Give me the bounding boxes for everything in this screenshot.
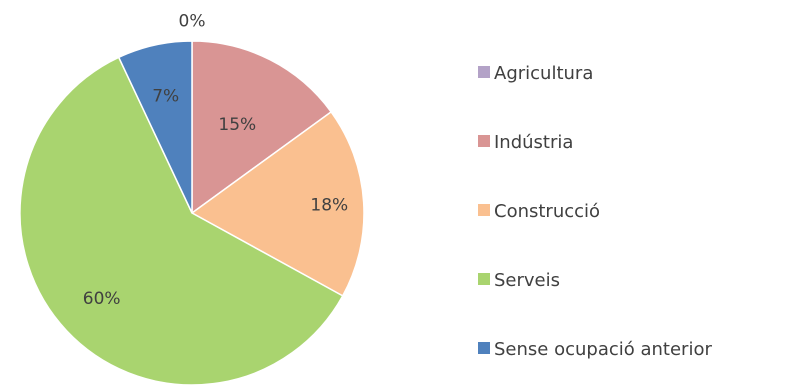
data-label-sense-ocupacio-anterior: 7% [152, 87, 179, 107]
legend-label-agricultura: Agricultura [494, 63, 593, 84]
pie-data-labels: 0% 15% 18% 60% 7% [83, 11, 348, 308]
data-label-serveis: 60% [83, 289, 121, 309]
legend-label-construccio: Construcció [494, 201, 600, 222]
legend-swatch-construccio [478, 204, 490, 216]
legend-label-serveis: Serveis [494, 270, 560, 291]
pie-slice-construccio [190, 110, 365, 297]
data-label-industria: 15% [218, 115, 256, 135]
legend-label-sense-ocupacio-anterior: Sense ocupació anterior [494, 339, 712, 360]
pie-slice-sense-ocupacio-anterior [117, 40, 193, 214]
pie-slice-serveis [19, 56, 344, 385]
legend: Agricultura Indústria Construcció Serveis Se… [478, 63, 712, 360]
legend-swatch-agricultura [478, 66, 490, 78]
data-label-agricultura: 0% [179, 11, 206, 31]
data-label-construccio: 18% [310, 195, 348, 215]
legend-swatch-industria [478, 135, 490, 147]
pie-slices [19, 40, 365, 385]
legend-swatch-sense-ocupacio-anterior [478, 342, 490, 354]
pie-slice-industria [191, 40, 333, 215]
legend-swatch-serveis [478, 273, 490, 285]
legend-label-industria: Indústria [494, 132, 573, 153]
